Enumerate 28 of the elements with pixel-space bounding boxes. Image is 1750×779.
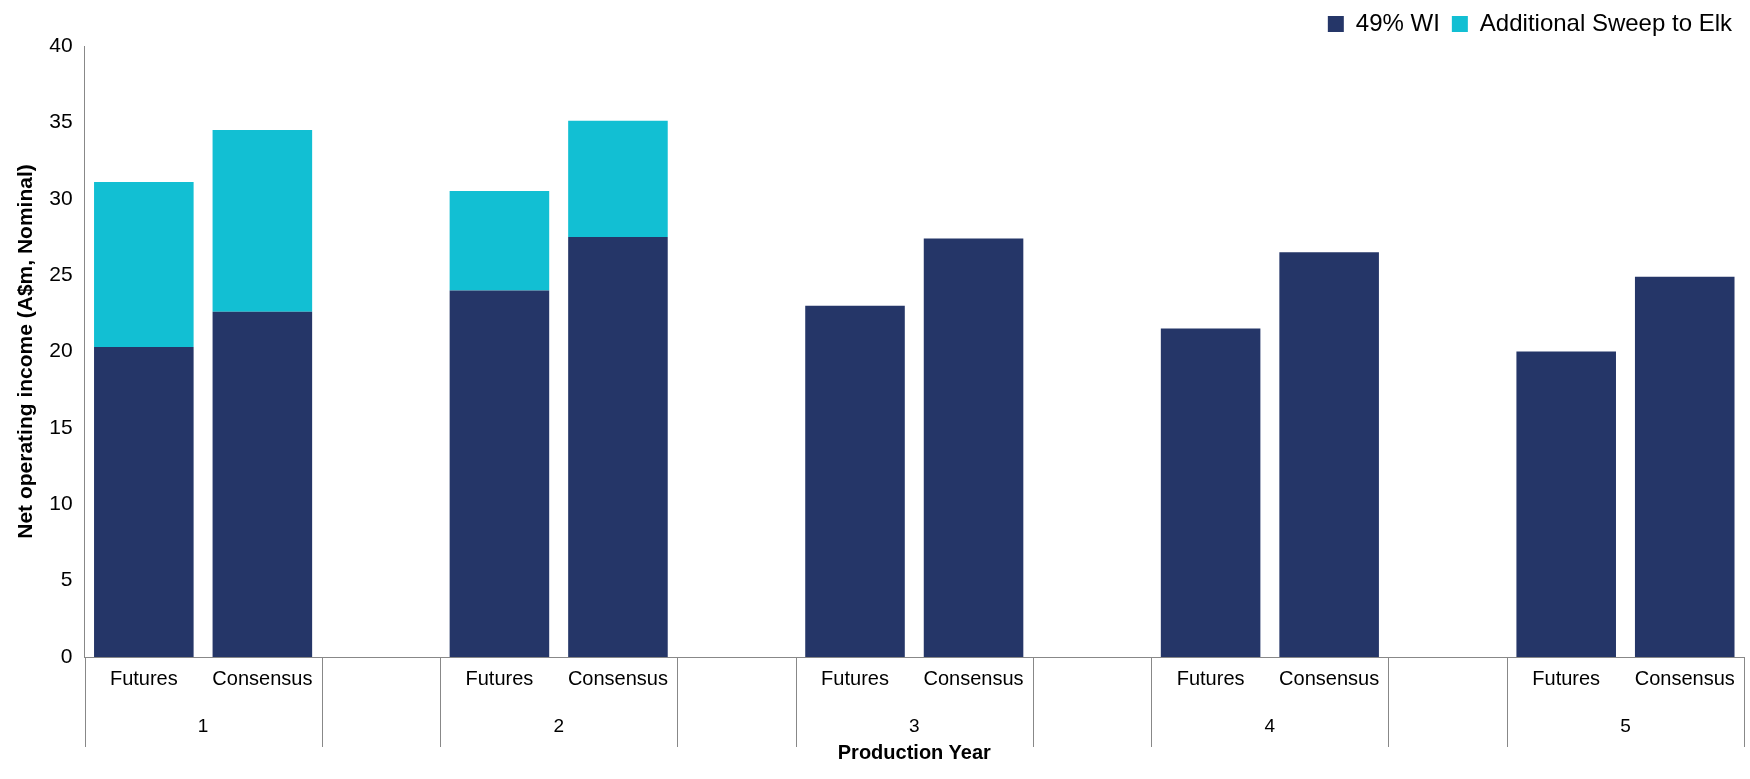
y-tick-label: 40 (49, 32, 73, 56)
x-tick-label: Futures (821, 666, 889, 689)
y-axis-title: Net operating income (A$m, Nominal) (13, 164, 37, 539)
x-tick-label: Consensus (1634, 666, 1735, 689)
y-tick-label: 20 (49, 338, 73, 362)
y-tick-label: 0 (60, 643, 73, 667)
x-tick-label: Consensus (1279, 666, 1380, 689)
y-tick-label: 25 (49, 261, 73, 285)
x-tick-label: Consensus (212, 666, 313, 689)
x-tick-label: Consensus (923, 666, 1024, 689)
x-axis-title: Production Year (837, 740, 991, 763)
y-tick-label: 10 (49, 491, 73, 515)
text: 2 (553, 715, 564, 737)
text: 5 (1620, 715, 1631, 737)
y-tick-label: 30 (49, 185, 73, 209)
text: 1 (197, 715, 209, 737)
legend-label: 49% WI (1355, 8, 1440, 36)
x-tick-label: Futures (465, 666, 534, 689)
x-tick-label: Futures (109, 666, 178, 689)
y-tick-label: 15 (49, 414, 73, 438)
x-tick-label: Consensus (567, 666, 668, 689)
x-tick-label: Futures (1176, 666, 1245, 689)
y-tick-label: 5 (60, 567, 73, 591)
text: 4 (1264, 715, 1276, 737)
legend-label: Additional Sweep to Elk (1479, 8, 1733, 36)
text: 3 (908, 715, 920, 737)
x-tick-label: Futures (1532, 666, 1601, 689)
y-tick-label: 35 (49, 109, 73, 133)
